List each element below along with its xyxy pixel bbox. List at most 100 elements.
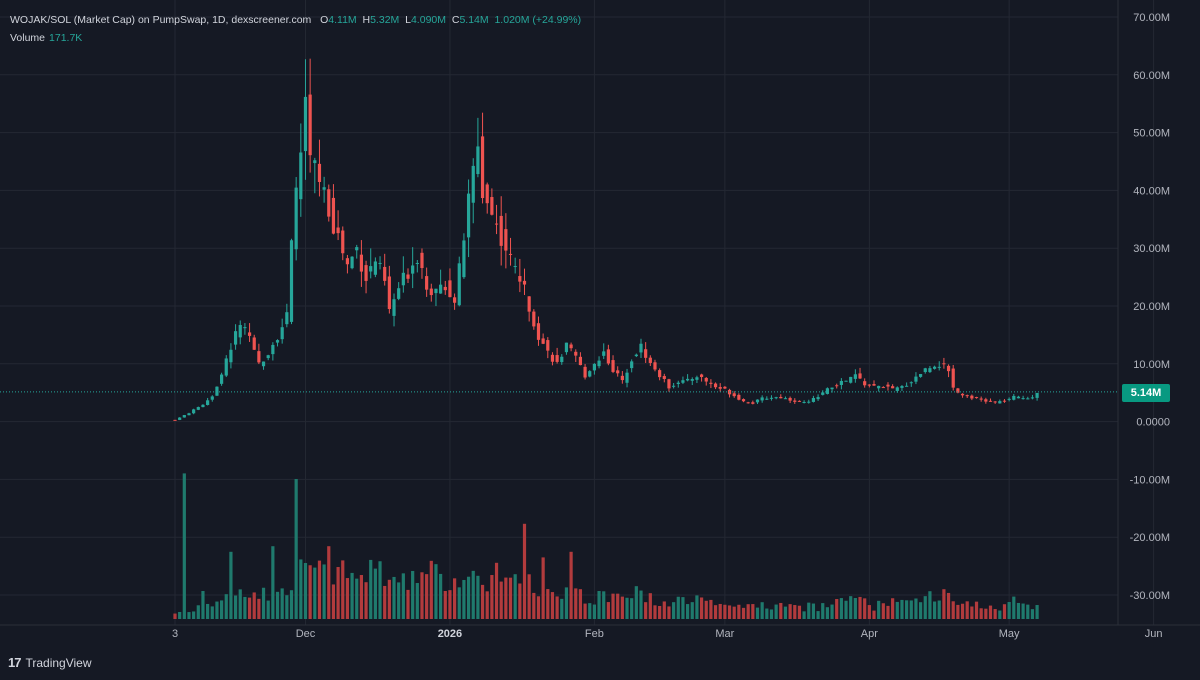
candle-body [681, 380, 685, 383]
volume-bar [653, 605, 657, 619]
candle-body [303, 96, 308, 152]
candle-body [1035, 392, 1039, 398]
candle-body [867, 384, 871, 386]
volume-bar [425, 574, 429, 619]
candle-body [830, 387, 834, 390]
candle-body [313, 160, 317, 164]
volume-bar [797, 605, 802, 619]
volume-bar [275, 591, 280, 619]
candle-body [993, 401, 997, 403]
candle-body [849, 376, 853, 383]
candle-body [527, 296, 531, 312]
legend-open: 4.11M [328, 14, 357, 26]
volume-bar [206, 603, 210, 619]
candle-body [937, 366, 941, 368]
volume-bar [1016, 602, 1021, 619]
candle-body [793, 400, 797, 402]
candle-body [755, 399, 760, 403]
volume-bar [695, 595, 699, 619]
x-tick-label: May [999, 628, 1020, 640]
volume-bar [499, 581, 503, 619]
volume-bar [979, 608, 983, 619]
candle-body [616, 370, 620, 374]
candle-body [317, 163, 322, 183]
candle-body [797, 400, 802, 402]
candle-body [970, 395, 974, 399]
candle-body [625, 372, 629, 383]
volume-bar [760, 602, 764, 619]
candle-body [359, 254, 363, 272]
candle-body [1030, 397, 1035, 399]
candle-body [546, 340, 550, 351]
candle-body [490, 197, 494, 215]
candle-body [644, 349, 648, 358]
volume-legend: Volume 171.7K [10, 32, 82, 44]
volume-bar [550, 592, 555, 619]
candle-body [271, 344, 275, 355]
candle-body [751, 402, 755, 404]
candle-body [732, 393, 736, 397]
candle-body [765, 398, 769, 400]
volume-bar [905, 600, 909, 619]
candle-body [583, 366, 587, 378]
volume-bar [713, 605, 718, 619]
volume-bar [336, 567, 340, 619]
volume-bar [1002, 604, 1007, 619]
candle-body [229, 349, 233, 363]
volume-bar [751, 604, 755, 619]
legend-high: 5.32M [370, 14, 400, 26]
volume-bar [658, 606, 662, 619]
candle-body [1021, 398, 1025, 400]
volume-bar [471, 570, 475, 619]
volume-bar [504, 577, 508, 619]
y-tick-label: -20.00M [1130, 532, 1170, 544]
volume-bar [303, 563, 308, 619]
volume-bar [220, 600, 224, 619]
candle-body [863, 381, 867, 386]
volume-bar [928, 591, 932, 619]
candle-body [769, 397, 774, 399]
candle-body [597, 360, 601, 367]
volume-bar [569, 551, 573, 619]
y-tick-label: 30.00M [1133, 243, 1170, 255]
candle-body [877, 385, 881, 389]
tradingview-logo-icon: 17 [8, 655, 22, 670]
candle-body [247, 332, 252, 336]
tradingview-brand[interactable]: 17 TradingView [8, 655, 92, 670]
volume-bar [364, 582, 368, 619]
volume-bar [932, 601, 937, 619]
candle-body [760, 397, 764, 401]
volume-bar [909, 600, 913, 619]
candle-body [844, 380, 848, 382]
candle-body [471, 165, 475, 203]
candle-body [946, 365, 951, 372]
candle-body [919, 374, 923, 377]
candle-body [285, 312, 289, 325]
volume-bar [611, 593, 615, 619]
y-tick-label: -30.00M [1130, 590, 1170, 602]
volume-bar [811, 603, 816, 619]
candle-body [634, 354, 638, 357]
volume-bar [243, 596, 247, 619]
candle-body [494, 223, 499, 225]
volume-bar [676, 596, 680, 619]
volume-bar [769, 609, 774, 619]
candle-body [345, 258, 350, 265]
volume-bar [299, 559, 303, 619]
legend-close-label: C [451, 14, 460, 26]
candle-body [480, 136, 485, 199]
volume-bar [210, 606, 214, 619]
candle-body [928, 368, 932, 373]
volume-bar [322, 564, 326, 619]
candle-body [336, 227, 340, 234]
volume-bar [1007, 602, 1011, 619]
y-axis[interactable]: 70.00M 60.00M 50.00M 40.00M 30.00M 20.00M 10.0… [1130, 12, 1170, 602]
candle-body [392, 299, 396, 316]
candle-body [373, 261, 377, 275]
candle-body [378, 262, 382, 264]
x-axis[interactable]: 3 Dec 2026 Feb Mar Apr May Jun [172, 628, 1163, 640]
volume-bar [406, 589, 410, 619]
candle-body [420, 252, 424, 269]
candle-body [835, 385, 839, 387]
